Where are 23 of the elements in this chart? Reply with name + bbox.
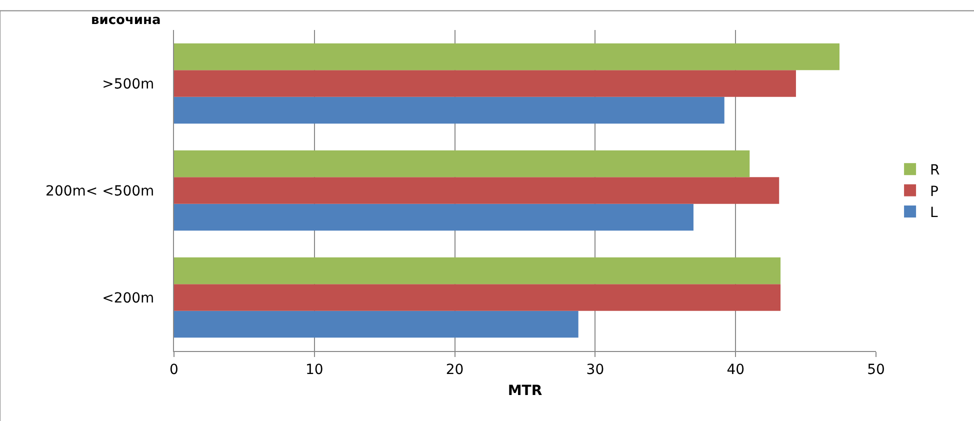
bar: [174, 96, 724, 124]
bar: [174, 150, 750, 178]
y-tick-label: 200m< <500m: [46, 183, 154, 200]
x-axis-title: MTR: [508, 383, 542, 400]
bar: [174, 177, 780, 204]
x-tick-label: 20: [446, 362, 464, 378]
y-axis-title: височина: [91, 13, 161, 28]
x-tick-label: 50: [867, 362, 885, 378]
bar: [174, 284, 781, 311]
legend-label: R: [930, 162, 940, 179]
x-tick-label: 40: [726, 362, 745, 378]
bar: [174, 257, 781, 284]
legend-label: P: [930, 184, 938, 200]
x-tick-label: 0: [170, 362, 178, 378]
x-tick-label: 30: [586, 362, 604, 378]
legend-label: L: [930, 204, 938, 221]
y-tick-label: <200m: [102, 290, 154, 306]
bar: [174, 43, 840, 70]
y-tick-label: >500m: [102, 76, 154, 92]
bar: [174, 204, 694, 231]
bar: [174, 310, 578, 338]
x-tick-label: 10: [305, 362, 324, 378]
bar: [174, 70, 796, 97]
